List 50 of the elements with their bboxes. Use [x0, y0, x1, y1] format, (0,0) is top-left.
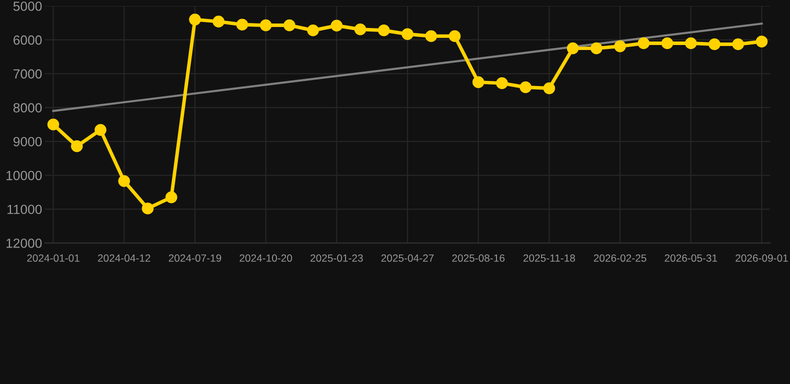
y-tick-label: 8000: [13, 103, 42, 112]
point: [70, 140, 83, 152]
point: [661, 37, 674, 50]
point: [566, 42, 579, 54]
y-tick-label: 12000: [6, 238, 42, 248]
x-tick-label: 2025-01-23: [310, 254, 363, 262]
y-tick-label: 6000: [14, 35, 42, 45]
point: [47, 118, 60, 130]
y-tick-label: 7000: [14, 69, 42, 79]
y-tick-label: 10000: [6, 170, 42, 180]
point: [236, 18, 248, 31]
x-tick-label: 2024-04-12: [98, 254, 150, 262]
point: [590, 42, 602, 54]
point: [307, 24, 319, 36]
point: [189, 14, 201, 26]
x-tick-label: 2024-10-20: [240, 254, 292, 262]
point: [448, 30, 461, 42]
point: [330, 20, 343, 32]
point: [708, 38, 720, 50]
point: [94, 124, 106, 136]
x-tick-label: 2026-05-31: [664, 254, 718, 262]
x-tick-label: 2025-04-27: [381, 254, 434, 262]
point: [118, 175, 130, 187]
point: [543, 82, 556, 94]
point: [165, 191, 178, 204]
y-tick-label: 9000: [13, 136, 42, 146]
point: [732, 38, 744, 50]
x-tick-label: 2026-09-01: [736, 254, 788, 262]
point: [614, 40, 626, 52]
x-tick-label: 2025-11-18: [523, 254, 575, 262]
point: [212, 16, 224, 28]
point: [756, 36, 768, 48]
point: [378, 24, 390, 36]
point: [472, 76, 484, 88]
x-tick-label: 2024-07-19: [168, 254, 222, 262]
y-tick-label: 5000: [13, 2, 42, 11]
x-tick-label: 2025-08-16: [452, 254, 505, 262]
x-tick-label: 2026-02-25: [594, 254, 646, 262]
y-tick-label: 11000: [8, 204, 42, 214]
point: [142, 202, 154, 214]
point: [520, 81, 532, 94]
x-tick-label: 2024-01-01: [27, 254, 80, 262]
point: [425, 30, 438, 42]
point: [354, 23, 366, 36]
point: [402, 28, 414, 40]
point: [260, 19, 272, 32]
point: [496, 77, 508, 90]
point: [284, 19, 296, 32]
point: [638, 37, 650, 50]
point: [684, 37, 697, 50]
